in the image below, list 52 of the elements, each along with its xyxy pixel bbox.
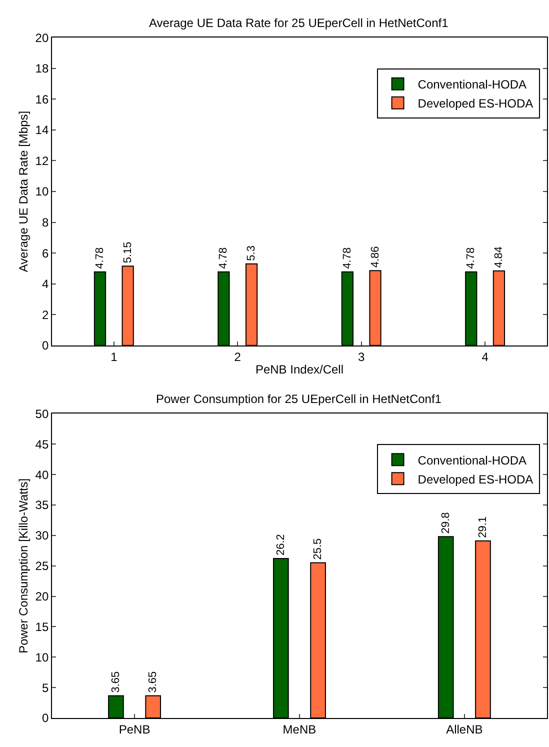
y-tick-label: 20	[35, 589, 49, 604]
x-tick-label: MeNB	[282, 722, 316, 736]
legend-label: Conventional-HODA	[418, 78, 526, 92]
data-label: 4.78	[94, 247, 106, 269]
y-tick-label: 4	[42, 277, 49, 292]
y-tick-label: 0	[42, 711, 49, 726]
data-label: 3.65	[147, 671, 160, 693]
y-tick-label: 25	[35, 559, 49, 574]
x-tick-label: PeNB	[118, 722, 150, 736]
y-axis-title: Average UE Data Rate [Mbps]	[16, 110, 31, 272]
y-tick-label: 20	[35, 30, 49, 45]
data-label: 5.15	[122, 242, 134, 264]
y-tick-label: 14	[35, 123, 49, 138]
y-tick-label: 50	[35, 406, 49, 421]
data-label: 4.86	[369, 246, 382, 268]
y-tick-label: 5	[42, 680, 49, 695]
y-tick-label: 10	[35, 650, 49, 664]
y-tick-label: 12	[35, 154, 49, 168]
x-tick-label: AlleNB	[446, 722, 483, 736]
y-tick-label: 15	[35, 620, 49, 634]
y-tick-label: 8	[42, 215, 49, 230]
y-tick-label: 0	[42, 338, 49, 353]
y-tick-label: 18	[35, 62, 49, 76]
x-axis-title: PeNB Index/Cell	[255, 362, 344, 377]
data-label: 4.84	[492, 246, 505, 268]
y-tick-label: 35	[35, 498, 49, 512]
data-label: 3.65	[110, 671, 122, 693]
y-tick-label: 6	[42, 246, 49, 260]
y-tick-label: 40	[35, 468, 49, 482]
data-label: 4.78	[465, 247, 478, 269]
x-tick-label: 4	[482, 350, 489, 364]
chart-title: Average UE Data Rate for 25 UEperCell in HetNetConf1	[149, 16, 449, 30]
chart-title: Power Consumption for 25 UEperCell in HetNetConf1	[156, 392, 442, 406]
y-tick-label: 16	[35, 92, 49, 106]
data-label: 29.8	[440, 512, 452, 534]
x-tick-label: 1	[110, 350, 118, 364]
data-label: 5.3	[246, 246, 258, 261]
data-label: 25.5	[312, 538, 324, 560]
y-axis-title: Power Consumption [Killo-Watts]	[16, 478, 31, 654]
y-tick-label: 10	[35, 184, 49, 199]
x-tick-label: 2	[234, 350, 242, 364]
y-tick-label: 45	[35, 437, 49, 452]
data-label: 4.78	[341, 247, 354, 269]
legend-label: Developed ES-HODA	[418, 472, 534, 486]
y-tick-label: 30	[35, 528, 49, 543]
data-label: 4.78	[218, 247, 230, 269]
x-tick-label: 3	[358, 350, 365, 364]
data-label: 29.1	[476, 516, 489, 538]
legend-label: Developed ES-HODA	[418, 96, 534, 111]
data-label: 26.2	[274, 534, 287, 556]
legend-label: Conventional-HODA	[418, 453, 526, 468]
y-tick-label: 2	[42, 308, 49, 322]
